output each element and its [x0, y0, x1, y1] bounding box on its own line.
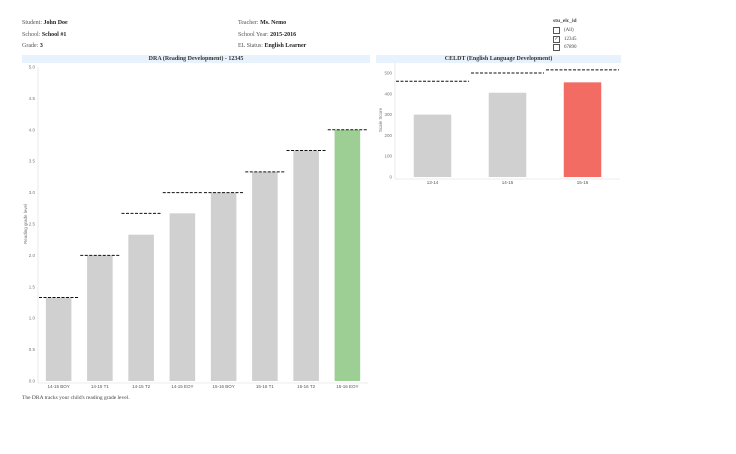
- y-tick-label: 4.5: [29, 96, 36, 101]
- bar: [45, 297, 72, 381]
- y-tick-label: 0.0: [29, 379, 36, 384]
- y-tick-label: 500: [384, 70, 392, 75]
- y-tick-label: 2.0: [29, 253, 36, 258]
- x-tick-label: 15-16 T2: [297, 384, 315, 389]
- bar: [87, 255, 113, 381]
- x-tick-label: 14-15: [502, 180, 514, 185]
- x-tick-label: 14-15 T2: [132, 384, 150, 389]
- y-tick-label: 0: [389, 175, 392, 180]
- y-tick-label: 3.0: [29, 190, 36, 195]
- bar: [169, 213, 196, 381]
- y-tick-label: 3.5: [29, 159, 36, 164]
- y-axis-label: Scale Score: [378, 107, 383, 132]
- bar: [334, 129, 361, 381]
- filter-option-12345[interactable]: ✓ 12345: [553, 35, 577, 43]
- bar: [488, 92, 527, 177]
- x-tick-label: 15-16 T1: [256, 384, 274, 389]
- school-info: School: School #1: [22, 32, 67, 38]
- el-info: EL Status: English Learner: [238, 43, 307, 49]
- filter-option-67890[interactable]: 67890: [553, 44, 577, 51]
- bar: [293, 150, 319, 381]
- y-tick-label: 2.5: [29, 222, 36, 227]
- y-tick-label: 300: [384, 112, 392, 117]
- bar: [210, 192, 237, 381]
- y-tick-label: 5.0: [29, 65, 36, 70]
- x-tick-label: 13-14: [427, 180, 439, 185]
- filter-title: stu_elc_id: [553, 18, 577, 24]
- bar: [563, 82, 602, 177]
- x-tick-label: 15-16 BOY: [212, 384, 234, 389]
- x-tick-label: 14-15 BOY: [47, 384, 69, 389]
- checkbox-checked[interactable]: ✓: [553, 35, 560, 43]
- y-axis-label: Reading grade level: [23, 204, 28, 244]
- student-filter: stu_elc_id (All) ✓ 12345 67890: [553, 18, 577, 53]
- y-tick-label: 4.0: [29, 127, 36, 132]
- y-tick-label: 400: [384, 91, 392, 96]
- y-tick-label: 0.5: [29, 347, 36, 352]
- bar: [413, 114, 452, 177]
- celdt-title: CELDT (English Language Development): [376, 55, 621, 63]
- year-info: School Year: 2015-2016: [238, 32, 297, 38]
- bar: [252, 171, 278, 381]
- y-tick-label: 100: [384, 154, 392, 159]
- grade-info: Grade: 3: [22, 43, 43, 49]
- y-tick-label: 1.0: [29, 316, 36, 321]
- x-tick-label: 15-16: [577, 180, 589, 185]
- teacher-info: Teacher: Ms. Nemo: [238, 20, 287, 26]
- student-info: Student: John Doe: [22, 20, 68, 26]
- checkbox[interactable]: [553, 27, 560, 34]
- x-tick-label: 15-16 EOY: [336, 384, 358, 389]
- y-tick-label: 200: [384, 133, 392, 138]
- dra-title: DRA (Reading Development) - 12345: [22, 55, 370, 63]
- dra-note: The DRA tracks your child's reading grad…: [22, 395, 130, 401]
- x-tick-label: 14-15 T1: [91, 384, 109, 389]
- y-tick-label: 1.5: [29, 284, 36, 289]
- x-tick-label: 14-15 EOY: [171, 384, 193, 389]
- bar: [128, 234, 154, 381]
- checkbox[interactable]: [553, 44, 560, 51]
- filter-option-all[interactable]: (All): [553, 27, 577, 34]
